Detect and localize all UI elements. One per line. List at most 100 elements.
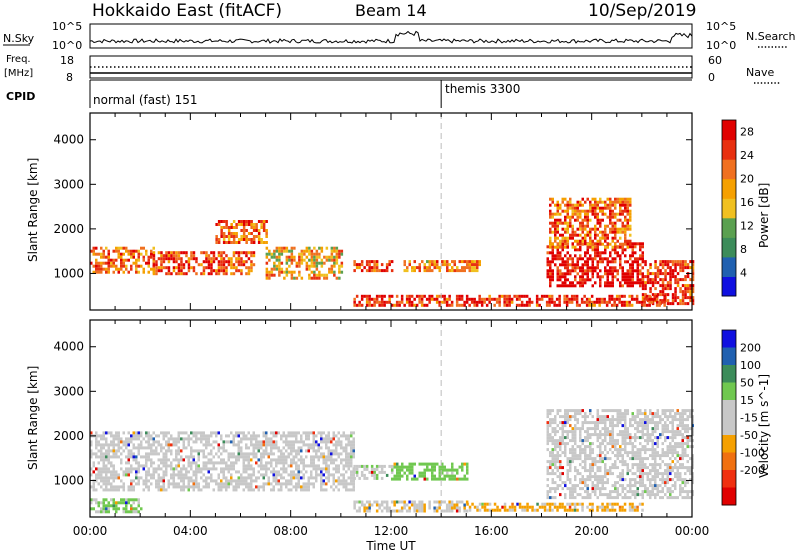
velocity-echo-cell xyxy=(112,464,115,468)
power-echo-cell xyxy=(566,272,569,276)
velocity-echo-cell xyxy=(644,466,647,470)
velocity-echo-cell xyxy=(302,431,305,435)
velocity-echo-cell xyxy=(641,460,644,464)
velocity-echo-cell xyxy=(619,445,622,449)
velocity-echo-cell xyxy=(410,503,414,507)
power-echo-cell xyxy=(445,300,449,304)
velocity-echo-cell xyxy=(190,461,193,465)
velocity-echo-cell xyxy=(556,442,559,446)
power-echo-cell xyxy=(125,267,128,271)
power-echo-cell xyxy=(605,303,609,307)
velocity-echo-cell xyxy=(125,507,128,511)
velocity-echo-cell xyxy=(107,507,110,511)
velocity-echo-cell xyxy=(270,470,273,474)
power-echo-cell xyxy=(215,235,218,238)
velocity-echo-cell xyxy=(659,454,662,458)
power-echo-cell xyxy=(581,272,584,276)
power-echo-cell xyxy=(561,242,564,246)
power-echo-cell xyxy=(455,294,459,298)
power-echo-cell xyxy=(273,249,276,253)
velocity-echo-cell xyxy=(564,436,567,440)
power-echo-cell xyxy=(338,267,341,271)
power-echo-cell xyxy=(320,264,324,268)
velocity-echo-cell xyxy=(347,452,350,456)
velocity-echo-cell xyxy=(686,415,689,419)
power-echo-cell xyxy=(636,263,639,267)
power-echo-cell xyxy=(137,255,140,259)
velocity-echo-cell xyxy=(220,461,223,465)
velocity-echo-cell xyxy=(185,455,188,459)
power-echo-cell xyxy=(373,260,376,264)
power-echo-cell xyxy=(172,251,176,255)
power-echo-cell xyxy=(252,223,256,226)
velocity-echo-cell xyxy=(342,467,345,471)
velocity-echo-cell xyxy=(556,445,559,449)
velocity-echo-cell xyxy=(556,505,559,509)
velocity-echo-cell xyxy=(280,455,283,459)
velocity-echo-cell xyxy=(651,475,654,479)
power-echo-cell xyxy=(608,297,611,301)
power-echo-cell xyxy=(107,258,110,262)
velocity-echo-cell xyxy=(656,421,659,425)
velocity-echo-cell xyxy=(232,434,235,438)
power-echo-cell xyxy=(92,264,95,268)
power-echo-cell xyxy=(636,281,639,285)
velocity-echo-cell xyxy=(257,446,260,450)
velocity-echo-cell xyxy=(280,461,283,465)
power-echo-cell xyxy=(305,267,309,271)
velocity-echo-cell xyxy=(305,443,308,447)
velocity-echo-cell xyxy=(666,481,669,485)
velocity-echo-cell xyxy=(115,470,118,474)
power-echo-cell xyxy=(551,221,554,225)
velocity-echo-cell xyxy=(483,502,487,506)
power-echo-cell xyxy=(285,255,289,259)
power-echo-cell xyxy=(240,220,243,223)
velocity-echo-cell xyxy=(290,443,293,447)
power-echo-cell xyxy=(127,249,130,253)
velocity-echo-cell xyxy=(187,461,190,465)
power-echo-cell xyxy=(545,294,549,298)
power-echo-cell xyxy=(611,230,614,234)
power-echo-cell xyxy=(202,260,206,264)
velocity-echo-cell xyxy=(195,449,198,453)
velocity-echo-cell xyxy=(661,478,664,482)
power-echo-cell xyxy=(551,260,554,264)
power-echo-cell xyxy=(338,264,341,268)
power-echo-cell xyxy=(483,300,486,304)
velocity-echo-cell xyxy=(107,446,110,450)
velocity-echo-cell xyxy=(252,488,255,492)
velocity-echo-cell xyxy=(350,434,353,438)
velocity-echo-cell xyxy=(681,409,684,413)
velocity-echo-cell xyxy=(175,452,178,456)
velocity-echo-cell xyxy=(634,439,637,443)
velocity-echo-cell xyxy=(245,482,248,486)
velocity-echo-cell xyxy=(272,476,275,480)
velocity-echo-cell xyxy=(589,436,592,440)
velocity-echo-cell xyxy=(265,449,268,453)
velocity-echo-cell xyxy=(247,455,250,459)
velocity-echo-cell xyxy=(137,431,140,435)
velocity-echo-cell xyxy=(568,502,572,506)
velocity-echo-cell xyxy=(656,409,659,413)
velocity-echo-cell xyxy=(428,468,431,472)
power-echo-cell xyxy=(428,269,431,273)
power-echo-cell xyxy=(676,272,680,276)
power-echo-cell xyxy=(463,266,466,270)
velocity-echo-cell xyxy=(664,463,667,467)
velocity-echo-cell xyxy=(420,503,424,507)
power-echo-cell xyxy=(458,269,461,273)
power-echo-cell xyxy=(631,281,634,285)
velocity-echo-cell xyxy=(441,471,444,475)
velocity-echo-cell xyxy=(589,463,592,467)
power-echo-cell xyxy=(614,245,617,249)
velocity-echo-cell xyxy=(272,470,275,474)
velocity-echo-cell xyxy=(95,501,98,505)
power-echo-cell xyxy=(609,269,612,273)
velocity-echo-cell xyxy=(107,452,110,456)
power-echo-cell xyxy=(315,249,319,253)
velocity-echo-cell xyxy=(337,476,340,480)
velocity-echo-cell xyxy=(207,470,210,474)
power-echo-cell xyxy=(629,263,632,267)
velocity-echo-cell xyxy=(601,415,604,419)
power-echo-cell xyxy=(579,242,582,246)
